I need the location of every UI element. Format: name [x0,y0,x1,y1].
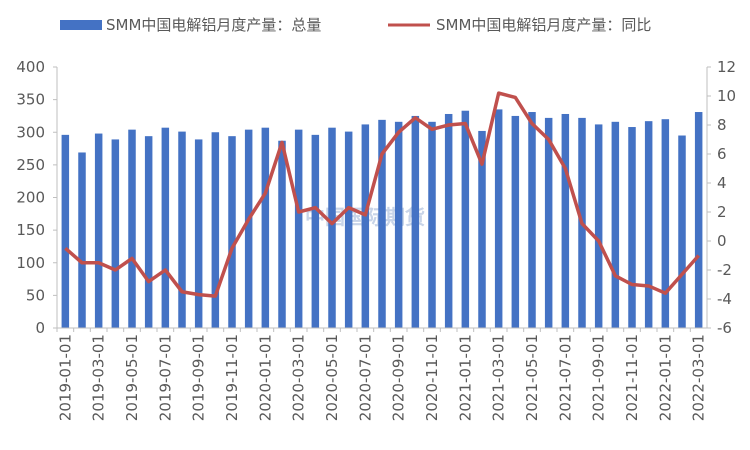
y-left-tick-label: 150 [16,221,45,239]
y-left-tick-label: 300 [16,123,45,141]
x-tick-label: 2020-09-01 [390,334,408,421]
x-tick-label: 2019-09-01 [190,334,208,421]
y-right-tick-label: 8 [717,116,727,134]
legend-label-total: SMM中国电解铝月度产量：总量 [106,16,321,34]
y-left-tick-label: 0 [35,319,45,337]
y-left-tick-label: 250 [16,156,45,174]
bar [661,119,670,328]
bar [394,121,403,328]
y-right-tick-label: 4 [717,174,727,192]
bar [194,139,203,328]
bar [61,134,70,328]
legend: SMM中国电解铝月度产量：总量 SMM中国电解铝月度产量：同比 [60,16,651,34]
x-tick-label: 2019-03-01 [90,334,108,421]
bar-series [61,109,703,329]
bar [411,115,420,328]
bar [261,127,270,329]
bar [544,117,553,329]
y-right-tick-label: -2 [717,261,732,279]
bar [511,115,520,328]
y-left-tick-label: 100 [16,254,45,272]
bar [244,129,253,328]
y-left-tick-label: 350 [16,91,45,109]
bar [528,112,536,329]
x-tick-label: 2020-07-01 [356,334,374,421]
bar [228,136,236,328]
bar [628,127,636,328]
x-tick-label: 2022-01-01 [656,334,674,421]
y-right-tick-label: 6 [717,145,727,163]
x-tick-label: 2021-01-01 [456,334,474,421]
x-tick-label: 2019-05-01 [123,334,141,421]
bar [428,121,436,328]
y-right-tick-label: -4 [717,290,732,308]
x-tick-label: 2020-11-01 [423,334,441,421]
bar [311,134,320,328]
y-right-tick-label: -6 [717,319,732,337]
legend-swatch-bar [60,20,102,30]
y-right-tick-label: 2 [717,203,727,221]
legend-label-yoy: SMM中国电解铝月度产量：同比 [436,16,651,34]
yoy-line [64,91,700,298]
x-tick-label: 2020-01-01 [256,334,274,421]
bar [78,152,86,328]
bar [344,131,353,328]
bar [561,113,570,328]
bar [444,113,453,328]
x-tick-label: 2021-05-01 [523,334,541,421]
bar [111,139,120,328]
y-right-tick-label: 0 [717,232,727,250]
x-tick-label: 2022-03-01 [690,334,708,421]
bar [211,132,220,328]
bar [144,136,153,328]
bar [594,124,603,328]
bar [694,112,703,329]
bar [94,133,103,328]
bar [678,135,686,328]
x-tick-label: 2019-07-01 [156,334,174,421]
bar [361,124,370,328]
x-tick-label: 2019-01-01 [56,334,74,421]
x-tick-label: 2021-11-01 [623,334,641,421]
bar [328,127,336,329]
y-left-tick-label: 400 [16,58,45,76]
bar [611,121,620,328]
y-left-tick-label: 50 [26,286,45,304]
x-tick-label: 2020-03-01 [290,334,308,421]
y-right-tick-label: 12 [717,58,736,76]
x-tick-label: 2021-09-01 [590,334,608,421]
axes: 0 50 100 150 200 250 300 350 400 -6 -4 -2 0 2 4 6 8 10 12 2… [16,58,736,421]
bar [161,127,170,329]
x-tick-label: 2020-05-01 [323,334,341,421]
bar [378,119,386,328]
bar [278,140,286,328]
bar [461,110,470,328]
bar [178,131,186,328]
line-series [64,91,700,298]
x-tick-label: 2019-11-01 [223,334,241,421]
bar [494,109,503,328]
bar [128,129,136,328]
bar [478,130,486,328]
y-left-tick-label: 200 [16,189,45,207]
y-right-tick-label: 10 [717,87,736,105]
x-tick-label: 2021-03-01 [490,334,508,421]
x-tick-label: 2021-07-01 [556,334,574,421]
bar [644,121,653,328]
bar [294,129,303,328]
